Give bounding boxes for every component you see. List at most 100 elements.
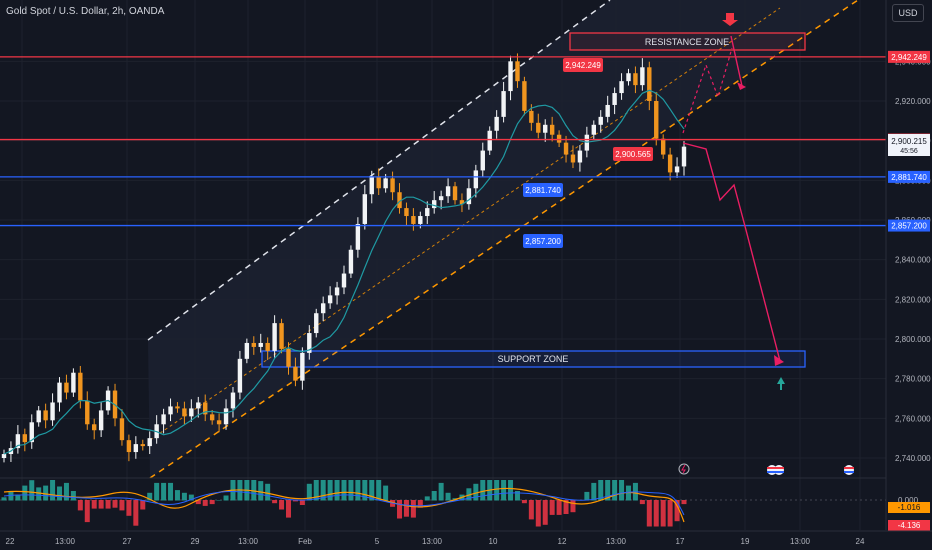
candle-body	[605, 104, 610, 117]
channel-fill	[148, 0, 858, 478]
y-tick-label: 2,800.000	[895, 335, 931, 344]
candle-body	[654, 101, 659, 139]
candle-body	[43, 410, 48, 421]
histogram-bar	[417, 500, 423, 508]
candle-body	[85, 400, 90, 425]
histogram-bar	[466, 488, 472, 501]
histogram-bar	[299, 500, 305, 505]
candle-body	[543, 124, 548, 133]
histogram-bar	[1, 497, 7, 501]
histogram-bar	[327, 480, 333, 501]
histogram-bar	[556, 500, 562, 515]
histogram-bar	[29, 480, 35, 501]
histogram-bar	[258, 481, 264, 501]
buy-arrow-icon	[777, 377, 785, 390]
histogram-bar	[584, 491, 590, 501]
histogram-bar	[403, 500, 409, 517]
histogram-bar	[639, 500, 645, 505]
candle-body	[244, 342, 250, 359]
histogram-bar	[514, 491, 520, 501]
x-tick-label: Feb	[298, 537, 312, 546]
rejection-arrowhead	[737, 82, 746, 90]
sma-line	[3, 89, 685, 455]
x-tick-label: 19	[741, 537, 750, 546]
level-tag-text: 2,942.249	[565, 61, 601, 70]
x-tick-label: 13:00	[606, 537, 627, 546]
histogram-bar	[279, 500, 285, 510]
x-tick-label: 5	[375, 537, 380, 546]
x-tick-label: 27	[123, 537, 132, 546]
candle-body	[522, 81, 527, 111]
histogram-bar	[181, 492, 187, 501]
histogram-bar	[480, 480, 486, 501]
candle-body	[480, 150, 485, 171]
histogram-bar	[36, 487, 42, 501]
osc-tick-label: 0.000	[898, 496, 919, 505]
projection-paths	[682, 13, 785, 390]
candle-body	[640, 67, 645, 86]
candle-body	[515, 61, 520, 82]
histogram-bar	[265, 483, 271, 501]
us-flag-stripe	[774, 471, 784, 473]
candle-body	[22, 434, 28, 443]
histogram-bar	[424, 496, 430, 501]
x-tick-label: 17	[676, 537, 685, 546]
level-tag-text: 2,857.200	[525, 237, 561, 246]
candle-body	[265, 342, 270, 351]
axis-level-tag	[888, 219, 930, 232]
candle-body	[161, 414, 166, 425]
histogram-bar	[251, 480, 257, 501]
last-price-text: 2,900.215	[891, 137, 927, 146]
currency-button[interactable]: USD	[892, 4, 924, 22]
lightning-icon	[678, 463, 690, 475]
last-price-tag	[888, 134, 930, 156]
signal-line	[3, 487, 685, 523]
histogram-bar	[605, 480, 611, 501]
candle-body	[98, 410, 104, 431]
horizontal-levels: 2,942.249 2,900.565 2,881.740 2,857.200	[0, 56, 886, 248]
histogram-bar	[216, 500, 222, 501]
histogram-bar	[619, 480, 625, 501]
us-flag-stripe	[844, 467, 854, 469]
histogram-bar	[112, 500, 118, 508]
candle-body	[418, 216, 423, 224]
y-tick-label: 2,840.000	[895, 256, 931, 265]
candle-body	[473, 170, 479, 189]
candle-body	[307, 333, 312, 353]
candle-body	[619, 81, 624, 94]
candle-body	[660, 138, 666, 155]
candle-body	[383, 178, 388, 189]
histogram-bar	[570, 500, 576, 513]
axis-level-text: 2,881.740	[891, 173, 927, 182]
candle-body	[29, 422, 34, 443]
y-tick-label: 2,780.000	[895, 375, 931, 384]
histogram-bar	[91, 500, 97, 509]
candle-body	[15, 434, 21, 449]
candle-body	[314, 313, 319, 334]
x-tick-label: 13:00	[422, 537, 443, 546]
us-flag-stripe	[774, 467, 784, 469]
histogram-bar	[646, 500, 652, 527]
candle-body	[487, 130, 492, 151]
histogram-bar	[362, 480, 368, 501]
histogram-bar	[508, 480, 514, 501]
candle-body	[397, 192, 402, 209]
candle-body	[633, 73, 638, 86]
histogram-bar	[535, 500, 541, 527]
x-tick-label: 29	[191, 537, 200, 546]
histogram-bar	[549, 500, 555, 515]
candle-body	[175, 406, 180, 409]
candle-body	[626, 73, 631, 82]
level-tag-text: 2,881.740	[525, 186, 561, 195]
us-flag-icon	[774, 465, 784, 475]
histogram-bar	[612, 480, 618, 501]
bearish-projection-path	[682, 142, 781, 362]
histogram-bar	[105, 500, 111, 509]
histogram-bar	[195, 500, 201, 505]
candle-body	[251, 342, 256, 347]
candle-body	[119, 418, 125, 441]
moving-average	[3, 89, 685, 455]
candle-body	[36, 410, 41, 423]
candle-body	[216, 420, 222, 425]
